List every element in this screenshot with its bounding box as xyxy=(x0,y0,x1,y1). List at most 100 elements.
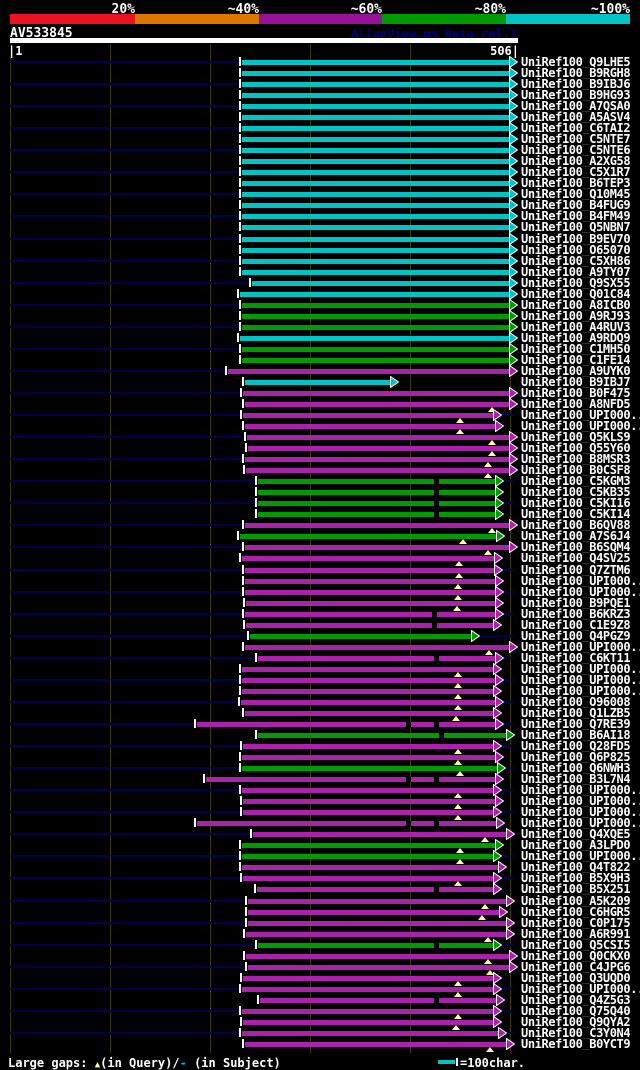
hit-bar[interactable] xyxy=(240,534,496,539)
hit-label[interactable]: UniRef100_Q0CKX0 xyxy=(521,950,631,962)
hit-bar[interactable] xyxy=(246,954,509,959)
hit-label[interactable]: UniRef100_C1FE14 xyxy=(521,354,631,366)
hit-bar[interactable] xyxy=(245,1042,506,1047)
hit-label[interactable]: UniRef100_A6R991 xyxy=(521,928,631,940)
hit-bar[interactable] xyxy=(252,281,509,286)
hit-bar[interactable] xyxy=(243,810,493,815)
hit-label[interactable]: UniRef100_A4RUV3 xyxy=(521,321,631,333)
hit-bar[interactable] xyxy=(245,579,495,584)
hit-bar[interactable] xyxy=(242,556,494,561)
hit-bar[interactable] xyxy=(250,634,471,639)
hit-label[interactable]: UniRef100_UPI000.. xyxy=(521,409,640,421)
hit-label[interactable]: UniRef100_UPI000.. xyxy=(521,806,640,818)
hit-label[interactable]: UniRef100_UPI000.. xyxy=(521,795,640,807)
hit-bar[interactable] xyxy=(243,799,495,804)
hit-label[interactable]: UniRef100_O65070 xyxy=(521,244,631,256)
hit-bar[interactable] xyxy=(245,612,495,617)
hit-label[interactable]: UniRef100_B6SQM4 xyxy=(521,541,631,553)
hit-bar[interactable] xyxy=(242,347,509,352)
hit-bar[interactable] xyxy=(248,965,509,970)
hit-label[interactable]: UniRef100_Q1LZB5 xyxy=(521,707,631,719)
hit-bar[interactable] xyxy=(241,700,495,705)
hit-bar[interactable] xyxy=(246,601,495,606)
hit-bar[interactable] xyxy=(242,104,509,109)
hit-label[interactable]: UniRef100_B5X251 xyxy=(521,883,631,895)
hit-bar[interactable] xyxy=(248,446,509,451)
hit-bar[interactable] xyxy=(242,325,509,330)
hit-bar[interactable] xyxy=(242,358,509,363)
hit-label[interactable]: UniRef100_B4FM49 xyxy=(521,210,631,222)
hit-label[interactable]: UniRef100_Q55Y60 xyxy=(521,442,631,454)
hit-label[interactable]: UniRef100_B6KRZ3 xyxy=(521,608,631,620)
hit-bar[interactable] xyxy=(245,645,509,650)
hit-label[interactable]: UniRef100_C1E9Z8 xyxy=(521,619,631,631)
hit-bar[interactable] xyxy=(242,159,509,164)
hit-bar[interactable] xyxy=(243,413,493,418)
hit-label[interactable]: UniRef100_B9EV70 xyxy=(521,233,631,245)
hit-bar[interactable] xyxy=(242,678,495,683)
hit-bar[interactable] xyxy=(258,943,493,948)
hit-bar[interactable] xyxy=(245,711,493,716)
hit-label[interactable]: UniRef100_B9RGH8 xyxy=(521,67,631,79)
hit-bar[interactable] xyxy=(242,225,509,230)
hit-bar[interactable] xyxy=(253,832,506,837)
hit-bar[interactable] xyxy=(242,314,509,319)
hit-label[interactable]: UniRef100_Q28FD5 xyxy=(521,740,631,752)
hit-bar[interactable] xyxy=(246,623,493,628)
hit-label[interactable]: UniRef100_A9RJ93 xyxy=(521,310,631,322)
hit-label[interactable]: UniRef100_Q10M45 xyxy=(521,188,631,200)
hit-label[interactable]: UniRef100_A7S6J4 xyxy=(521,530,631,542)
hit-label[interactable]: UniRef100_Q4XQE5 xyxy=(521,828,631,840)
hit-label[interactable]: UniRef100_Q9LHE5 xyxy=(521,56,631,68)
hit-label[interactable]: UniRef100_UPI000.. xyxy=(521,663,640,675)
hit-label[interactable]: UniRef100_C0P175 xyxy=(521,917,631,929)
hit-label[interactable]: UniRef100_B5X9H3 xyxy=(521,872,631,884)
hit-bar[interactable] xyxy=(243,976,493,981)
hit-label[interactable]: UniRef100_UPI000.. xyxy=(521,784,640,796)
hit-label[interactable]: UniRef100_B4FUG9 xyxy=(521,199,631,211)
hit-bar[interactable] xyxy=(240,336,509,341)
hit-bar[interactable] xyxy=(240,292,509,297)
hit-bar[interactable] xyxy=(243,744,493,749)
hit-bar[interactable] xyxy=(242,60,509,65)
hit-bar[interactable] xyxy=(242,82,509,87)
hit-bar[interactable] xyxy=(245,380,390,385)
hit-bar[interactable] xyxy=(257,887,493,892)
hit-bar[interactable] xyxy=(242,214,509,219)
hit-label[interactable]: UniRef100_B6AI18 xyxy=(521,729,631,741)
hit-bar[interactable] xyxy=(260,998,496,1003)
hit-label[interactable]: UniRef100_UPI000.. xyxy=(521,575,640,587)
hit-bar[interactable] xyxy=(246,932,506,937)
hit-bar[interactable] xyxy=(258,479,495,484)
hit-label[interactable]: UniRef100_C5KI16 xyxy=(521,497,631,509)
hit-bar[interactable] xyxy=(258,490,495,495)
hit-label[interactable]: UniRef100_B9HG93 xyxy=(521,89,631,101)
hit-label[interactable]: UniRef100_A3LPD0 xyxy=(521,839,631,851)
hit-label[interactable]: UniRef100_UPI000.. xyxy=(521,983,640,995)
hit-label[interactable]: UniRef100_C6TAI2 xyxy=(521,122,631,134)
hit-bar[interactable] xyxy=(245,457,509,462)
hit-bar[interactable] xyxy=(246,468,509,473)
hit-label[interactable]: UniRef100_Q7RE39 xyxy=(521,718,631,730)
hit-label[interactable]: UniRef100_Q75Q40 xyxy=(521,1005,631,1017)
hit-bar[interactable] xyxy=(258,501,495,506)
hit-bar[interactable] xyxy=(242,1009,493,1014)
hit-label[interactable]: UniRef100_C5KB35 xyxy=(521,486,631,498)
hit-bar[interactable] xyxy=(242,170,509,175)
hit-bar[interactable] xyxy=(242,115,509,120)
hit-label[interactable]: UniRef100_C1MH50 xyxy=(521,343,631,355)
hit-label[interactable]: UniRef100_Q4SV25 xyxy=(521,552,631,564)
hit-label[interactable]: UniRef100_Q7ZTM6 xyxy=(521,564,631,576)
hit-label[interactable]: UniRef100_Q4PGZ9 xyxy=(521,630,631,642)
hit-label[interactable]: UniRef100_C3Y0N4 xyxy=(521,1027,631,1039)
hit-label[interactable]: UniRef100_Q4T822 xyxy=(521,861,631,873)
hit-bar[interactable] xyxy=(258,656,495,661)
hit-bar[interactable] xyxy=(242,192,509,197)
hit-label[interactable]: UniRef100_Q01C84 xyxy=(521,288,631,300)
hit-bar[interactable] xyxy=(242,667,493,672)
hit-bar[interactable] xyxy=(242,854,493,859)
hit-label[interactable]: UniRef100_Q6NWH3 xyxy=(521,762,631,774)
hit-label[interactable]: UniRef100_C5KI14 xyxy=(521,508,631,520)
hit-label[interactable]: UniRef100_B8MSR3 xyxy=(521,453,631,465)
hit-label[interactable]: UniRef100_C5NTE6 xyxy=(521,144,631,156)
